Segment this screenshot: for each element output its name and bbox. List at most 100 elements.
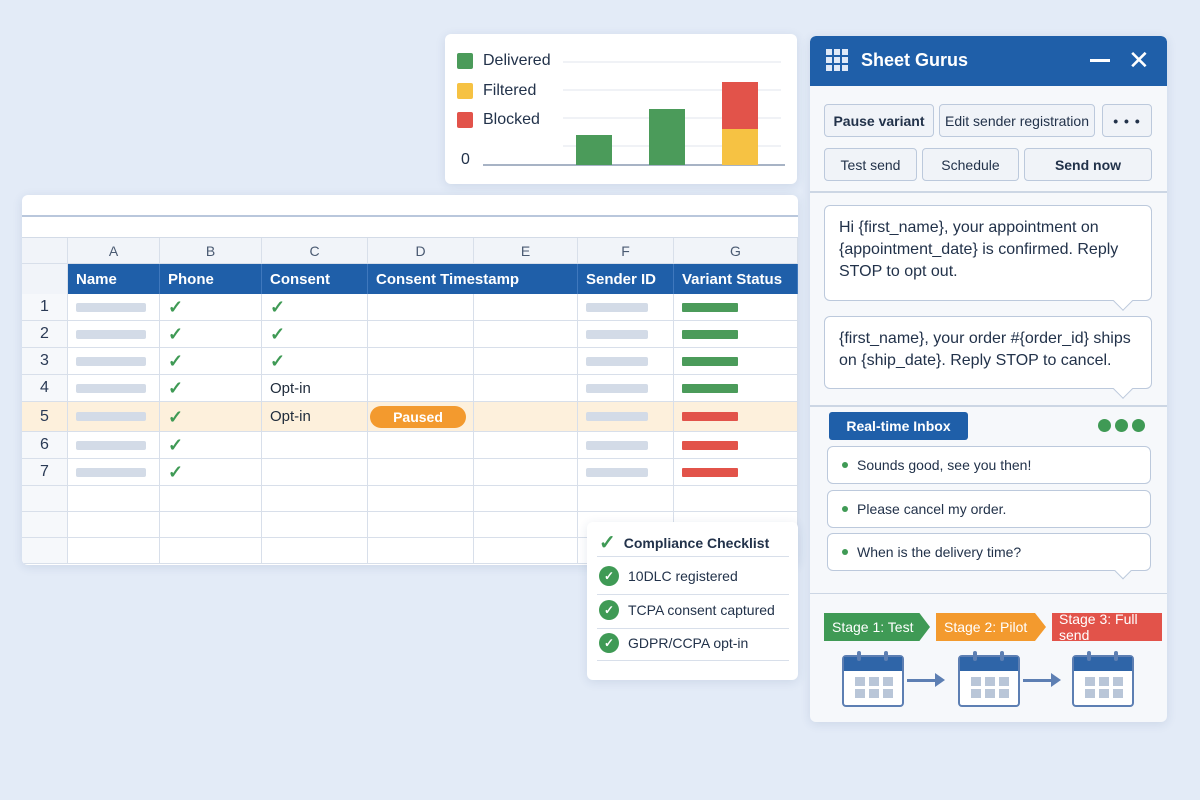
- sender-id-cell[interactable]: [578, 402, 674, 431]
- consent-cell[interactable]: ✓: [262, 294, 368, 320]
- row-number[interactable]: 1: [22, 294, 68, 320]
- column-e-cell[interactable]: [474, 459, 578, 485]
- sender-id-cell[interactable]: [578, 348, 674, 374]
- column-e-cell[interactable]: [474, 294, 578, 320]
- header-variant-status[interactable]: Variant Status: [674, 264, 798, 294]
- close-icon[interactable]: ✕: [1128, 45, 1150, 75]
- variant-status-cell[interactable]: [674, 402, 798, 431]
- name-cell[interactable]: [68, 375, 160, 401]
- column-letter-a[interactable]: A: [68, 238, 160, 263]
- column-letter-e[interactable]: E: [474, 238, 578, 263]
- stage-1-test[interactable]: Stage 1: Test: [824, 613, 930, 641]
- inbox-message[interactable]: When is the delivery time?: [827, 533, 1151, 571]
- header-consent[interactable]: Consent: [262, 264, 368, 294]
- edit-sender-registration-button[interactable]: Edit sender registration: [939, 104, 1095, 137]
- row-number[interactable]: 2: [22, 321, 68, 347]
- row-number[interactable]: [22, 486, 68, 511]
- name-cell[interactable]: [68, 294, 160, 320]
- sender-id-cell[interactable]: [578, 321, 674, 347]
- row-number[interactable]: 4: [22, 375, 68, 401]
- empty-row[interactable]: [22, 538, 798, 564]
- table-row[interactable]: 1 ✓ ✓: [22, 294, 798, 321]
- timestamp-cell[interactable]: [368, 432, 474, 458]
- message-template[interactable]: Hi {first_name}, your appointment on {ap…: [824, 205, 1152, 301]
- table-row[interactable]: 3 ✓ ✓: [22, 348, 798, 375]
- formula-bar[interactable]: [22, 195, 798, 217]
- row-number[interactable]: 7: [22, 459, 68, 485]
- variant-status-cell[interactable]: [674, 321, 798, 347]
- more-options-button[interactable]: • • •: [1102, 104, 1152, 137]
- inbox-message[interactable]: Sounds good, see you then!: [827, 446, 1151, 484]
- stage-2-pilot[interactable]: Stage 2: Pilot: [936, 613, 1046, 641]
- name-cell[interactable]: [68, 321, 160, 347]
- name-cell[interactable]: [68, 459, 160, 485]
- empty-row[interactable]: [22, 486, 798, 512]
- row-number[interactable]: 5: [22, 402, 68, 431]
- column-letter-b[interactable]: B: [160, 238, 262, 263]
- sender-id-cell[interactable]: [578, 375, 674, 401]
- paused-badge[interactable]: Paused: [370, 405, 466, 428]
- name-cell[interactable]: [68, 432, 160, 458]
- phone-cell[interactable]: ✓: [160, 402, 262, 431]
- timestamp-cell[interactable]: [368, 321, 474, 347]
- phone-cell[interactable]: ✓: [160, 459, 262, 485]
- phone-cell[interactable]: ✓: [160, 432, 262, 458]
- phone-cell[interactable]: ✓: [160, 321, 262, 347]
- minimize-icon[interactable]: [1090, 59, 1110, 62]
- column-letter-c[interactable]: C: [262, 238, 368, 263]
- header-row-number[interactable]: [22, 264, 68, 294]
- empty-row[interactable]: [22, 512, 798, 538]
- name-cell[interactable]: [68, 348, 160, 374]
- consent-cell[interactable]: ✓: [262, 348, 368, 374]
- column-letter-g[interactable]: G: [674, 238, 798, 263]
- column-e-cell[interactable]: [474, 402, 578, 431]
- header-consent-timestamp[interactable]: Consent Timestamp: [368, 264, 519, 294]
- pause-variant-button[interactable]: Pause variant: [824, 104, 934, 137]
- table-row[interactable]: 4 ✓ Opt-in: [22, 375, 798, 402]
- variant-status-cell[interactable]: [674, 348, 798, 374]
- variant-status-cell[interactable]: [674, 459, 798, 485]
- table-row[interactable]: 6 ✓: [22, 432, 798, 459]
- name-cell[interactable]: [68, 402, 160, 431]
- stage-3-full-send[interactable]: Stage 3: Full send: [1052, 613, 1162, 641]
- timestamp-cell[interactable]: Paused: [368, 402, 474, 431]
- header-column-e[interactable]: [474, 264, 578, 294]
- variant-status-cell[interactable]: [674, 432, 798, 458]
- header-sender-id[interactable]: Sender ID: [578, 264, 674, 294]
- phone-cell[interactable]: ✓: [160, 375, 262, 401]
- header-name[interactable]: Name: [68, 264, 160, 294]
- message-template[interactable]: {first_name}, your order #{order_id} shi…: [824, 316, 1152, 389]
- column-letter-d[interactable]: D: [368, 238, 474, 263]
- consent-cell[interactable]: ✓: [262, 321, 368, 347]
- timestamp-cell[interactable]: [368, 294, 474, 320]
- sender-id-cell[interactable]: [578, 294, 674, 320]
- column-e-cell[interactable]: [474, 432, 578, 458]
- table-row[interactable]: 2 ✓ ✓: [22, 321, 798, 348]
- consent-cell[interactable]: [262, 459, 368, 485]
- consent-cell[interactable]: [262, 432, 368, 458]
- select-all-corner[interactable]: [22, 238, 68, 263]
- schedule-button[interactable]: Schedule: [922, 148, 1019, 181]
- phone-cell[interactable]: ✓: [160, 348, 262, 374]
- sender-id-cell[interactable]: [578, 459, 674, 485]
- real-time-inbox-tab[interactable]: Real-time Inbox: [829, 412, 968, 440]
- row-number[interactable]: [22, 512, 68, 537]
- consent-cell[interactable]: Opt-in: [262, 402, 368, 431]
- timestamp-cell[interactable]: [368, 459, 474, 485]
- sender-id-cell[interactable]: [578, 432, 674, 458]
- phone-cell[interactable]: ✓: [160, 294, 262, 320]
- row-number[interactable]: [22, 538, 68, 563]
- test-send-button[interactable]: Test send: [824, 148, 917, 181]
- column-e-cell[interactable]: [474, 348, 578, 374]
- send-now-button[interactable]: Send now: [1024, 148, 1152, 181]
- variant-status-cell[interactable]: [674, 294, 798, 320]
- consent-cell[interactable]: Opt-in: [262, 375, 368, 401]
- row-number[interactable]: 6: [22, 432, 68, 458]
- table-row[interactable]: 7 ✓: [22, 459, 798, 486]
- header-phone[interactable]: Phone: [160, 264, 262, 294]
- column-e-cell[interactable]: [474, 375, 578, 401]
- timestamp-cell[interactable]: [368, 375, 474, 401]
- row-number[interactable]: 3: [22, 348, 68, 374]
- column-letter-f[interactable]: F: [578, 238, 674, 263]
- column-e-cell[interactable]: [474, 321, 578, 347]
